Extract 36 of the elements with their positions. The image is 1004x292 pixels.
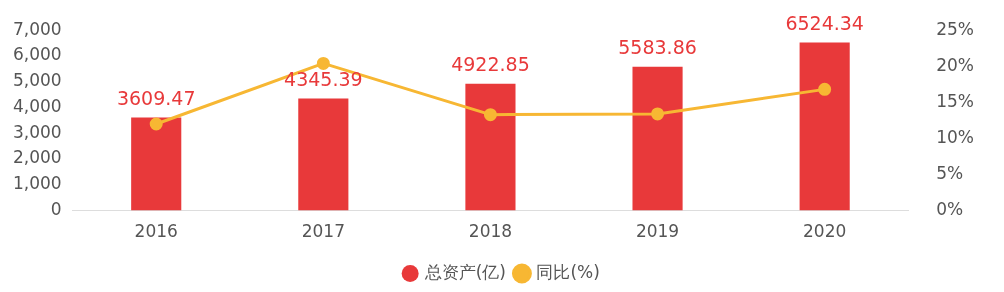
y2-tick-label: 5% (936, 162, 964, 183)
y-tick-label: 0 (50, 199, 62, 220)
point (651, 107, 665, 121)
bar (131, 117, 182, 211)
data-label: 5583.86 (618, 36, 697, 59)
y-tick-label: 6,000 (13, 44, 62, 65)
x-tick-label: 2020 (803, 221, 847, 242)
data-label: 3609.47 (116, 87, 196, 110)
x-tick-label: 2016 (134, 221, 178, 242)
point (149, 117, 163, 131)
x-tick-label: 2019 (635, 221, 680, 242)
y2-tick-label: 10% (936, 126, 975, 147)
y-tick-label: 1,000 (13, 173, 62, 194)
y-tick-label: 2,000 (13, 147, 62, 168)
legend-label: 同比(%) (536, 261, 600, 282)
bar (799, 42, 850, 211)
bar (632, 66, 683, 211)
bar (298, 98, 349, 211)
point (316, 56, 330, 70)
x-tick-label: 2017 (301, 221, 345, 242)
y-tick-label: 3,000 (13, 121, 62, 142)
data-label: 4922.85 (451, 53, 530, 76)
y-tick-label: 7,000 (13, 18, 62, 39)
bar (465, 83, 516, 211)
x-tick-label: 2018 (468, 221, 513, 242)
data-label: 4345.39 (284, 68, 363, 91)
point (483, 108, 497, 122)
y-tick-label: 4,000 (13, 95, 62, 116)
y2-tick-label: 15% (936, 90, 975, 111)
y-tick-label: 5,000 (13, 70, 62, 91)
y2-tick-label: 25% (936, 18, 975, 39)
data-label: 6524.34 (785, 11, 864, 34)
legend-label: 总资产(亿) (423, 261, 506, 282)
point (818, 82, 832, 96)
y2-tick-label: 0% (936, 199, 964, 220)
y2-tick-label: 20% (936, 54, 975, 75)
